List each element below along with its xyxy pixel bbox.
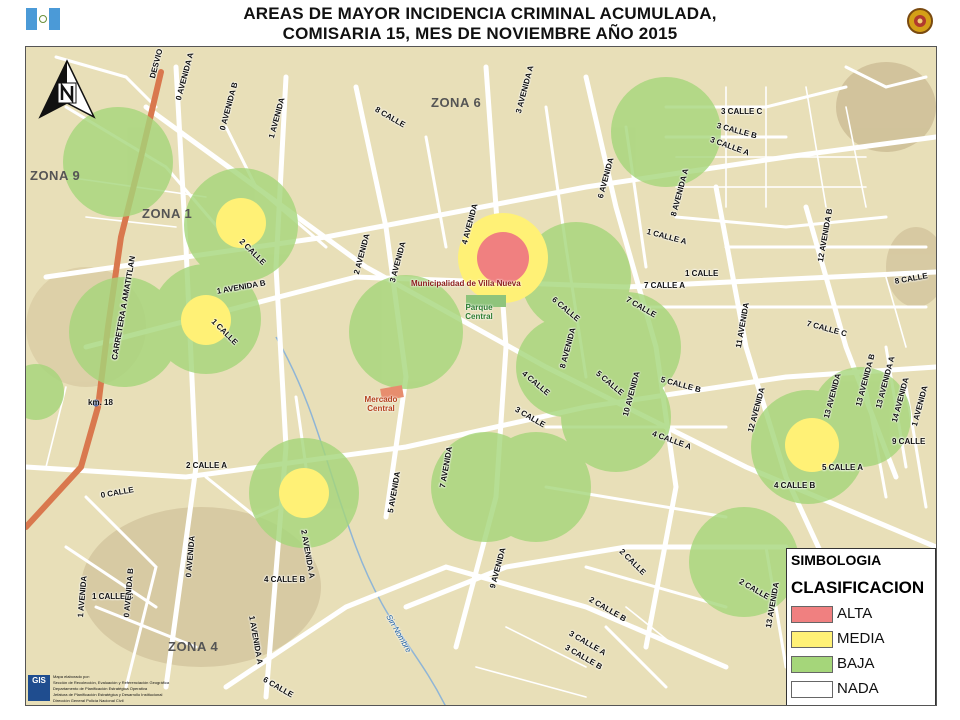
street-label: 3 CALLE C [721,107,763,116]
street-label: 9 CALLE [892,437,926,446]
km-marker [92,399,100,407]
map-frame[interactable]: ZONA 6 ZONA 9 ZONA 1 ZONA 4 Municipalida… [25,46,937,706]
north-arrow-icon [38,59,96,119]
zone-label-6: ZONA 6 [431,95,482,110]
map-credits: GIS Mapa elaborado por: Sección de Recol… [26,672,186,704]
legend-subtitle: CLASIFICACION [791,578,925,597]
legend-label-media: MEDIA [837,630,885,647]
guatemala-flag-icon [26,8,60,30]
legend-item-baja: BAJA [791,655,931,673]
street-label: 1 CALLE C [92,592,134,601]
poi-municipalidad: Municipalidad de Villa Nueva [411,279,521,288]
incidence-media-areas [181,198,839,518]
police-emblem-icon [907,8,933,34]
credit-line: Departamento de Planificación Estratégic… [53,686,148,691]
credit-line: Dirección General Policía Nacional Civil [53,698,124,703]
street-label: 5 CALLE A [822,463,864,472]
legend-item-media: MEDIA [791,630,931,648]
zone-label-9: ZONA 9 [30,168,81,183]
street-label: 7 CALLE A [644,281,686,290]
map-title-line-1: AREAS DE MAYOR INCIDENCIA CRIMINAL ACUMU… [243,4,717,23]
street-label: 2 CALLE A [186,461,228,470]
credit-line: Mapa elaborado por: [53,674,90,679]
zone-label-1: ZONA 1 [142,206,193,221]
legend-label-baja: BAJA [837,655,875,672]
legend-label-alta: ALTA [837,605,873,622]
credit-line: Sección de Recolección, Evaluación y Ref… [53,680,170,685]
credit-line: Jefatura de Planificación Estratégica y … [53,692,163,697]
zone-label-4: ZONA 4 [168,639,219,654]
street-label: 1 CALLE [685,269,719,278]
header: AREAS DE MAYOR INCIDENCIA CRIMINAL ACUMU… [0,0,960,46]
gis-logo-icon: GIS [28,675,50,701]
legend-item-nada: NADA [791,680,931,698]
incidence-baja-areas [26,77,911,617]
legend-swatch-nada [791,681,833,698]
legend-swatch-baja [791,656,833,673]
legend: SIMBOLOGIA CLASIFICACION ALTA MEDIA BAJA… [786,548,936,705]
map-canvas [26,55,936,705]
poi-mercado-central: Mercado Central [364,395,398,413]
legend-swatch-alta [791,606,833,623]
poi-km-18: km. 18 [88,398,113,407]
map-title-line-2: COMISARIA 15, MES DE NOVIEMBRE AÑO 2015 [282,24,678,43]
parque-central-block [466,295,506,307]
incidence-alta-areas [477,232,529,284]
street-label: 4 CALLE B [774,481,816,490]
poi-parque-central: Parque Central [465,303,493,321]
mercado-central-block [380,385,404,401]
legend-swatch-media [791,631,833,648]
legend-label-nada: NADA [837,680,879,697]
street-label: 4 CALLE B [264,575,306,584]
legend-title: SIMBOLOGIA [791,552,882,568]
legend-item-alta: ALTA [791,605,931,623]
river [275,336,446,705]
